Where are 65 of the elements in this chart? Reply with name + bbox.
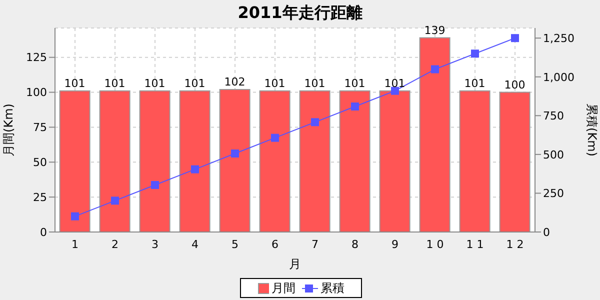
point: [71, 212, 79, 220]
x-tick-label: 1 0: [426, 238, 444, 251]
y-tick-label: 100: [26, 86, 47, 100]
point: [431, 65, 439, 74]
point: [271, 134, 279, 142]
bar: [299, 90, 330, 232]
y-tick-label: 75: [33, 121, 47, 134]
y-tick-label: 50: [33, 156, 47, 170]
data-label: 101: [264, 76, 286, 90]
point: [311, 118, 319, 126]
data-label: 139: [424, 24, 446, 37]
bar: [139, 90, 170, 232]
legend-label: 累積: [320, 280, 344, 296]
bar: [99, 90, 130, 232]
data-label: 101: [184, 76, 206, 90]
x-tick-label: 9: [392, 238, 398, 251]
x-tick-label: 6: [272, 238, 278, 251]
bar: [219, 88, 250, 232]
y-tick-label: 0: [40, 226, 47, 239]
y-axis-title: 月間(Km): [1, 104, 16, 156]
x-tick-label: 7: [312, 238, 318, 251]
data-label: 101: [464, 76, 486, 90]
x-axis-title: 月: [289, 257, 301, 271]
y2-axis-title: 累積(Km): [584, 104, 599, 156]
data-label: 101: [104, 76, 126, 90]
y-tick-label: 125: [26, 51, 47, 64]
bar: [339, 90, 370, 232]
data-label: 101: [384, 76, 406, 90]
data-label: 101: [64, 76, 86, 90]
point: [231, 150, 239, 158]
x-tick-label: 4: [192, 238, 198, 251]
y2-tick-label: 750: [543, 110, 564, 123]
y2-tick-label: 250: [543, 187, 564, 200]
point: [111, 196, 119, 205]
x-tick-label: 3: [152, 238, 158, 251]
y2-tick-label: 1,000: [543, 70, 574, 84]
bar: [59, 90, 90, 232]
bar: [419, 37, 450, 232]
bar: [459, 90, 490, 232]
point: [151, 180, 159, 189]
x-tick-label: 1: [72, 238, 78, 251]
x-tick-label: 1 2: [506, 238, 524, 251]
legend-label: 月間: [272, 280, 296, 296]
x-tick-label: 8: [352, 238, 358, 251]
data-label: 100: [504, 78, 526, 92]
y-tick-label: 25: [33, 190, 47, 204]
x-tick-label: 2: [112, 238, 118, 251]
point: [191, 165, 199, 174]
y2-tick-label: 500: [543, 148, 564, 162]
y2-tick-label: 1,250: [543, 32, 574, 45]
x-tick-label: 1 1: [466, 238, 484, 251]
data-label: 101: [144, 76, 166, 90]
data-label: 102: [224, 75, 246, 88]
x-tick-label: 5: [232, 238, 238, 251]
bar: [379, 90, 410, 232]
point: [511, 34, 519, 42]
bar: [259, 90, 290, 232]
chart-title: 2011年走行距離: [236, 3, 364, 24]
data-label: 101: [304, 76, 326, 90]
point: [351, 102, 359, 110]
point: [471, 50, 479, 58]
bar: [179, 90, 210, 232]
y2-tick-label: 0: [543, 226, 550, 239]
bar: [499, 92, 530, 232]
data-label: 101: [344, 76, 366, 90]
